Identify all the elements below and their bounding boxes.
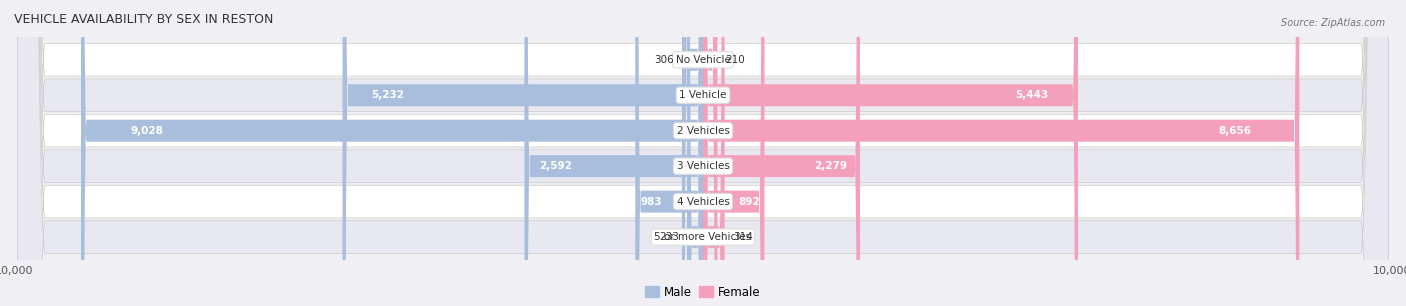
Text: 233: 233 (659, 232, 679, 242)
FancyBboxPatch shape (688, 0, 703, 306)
Text: 314: 314 (733, 232, 752, 242)
Text: 5,232: 5,232 (371, 90, 405, 100)
FancyBboxPatch shape (17, 0, 1389, 306)
FancyBboxPatch shape (17, 0, 1389, 306)
Legend: Male, Female: Male, Female (641, 281, 765, 303)
Text: 2 Vehicles: 2 Vehicles (676, 126, 730, 136)
FancyBboxPatch shape (17, 0, 1389, 306)
Text: 210: 210 (725, 55, 745, 65)
Text: 1 Vehicle: 1 Vehicle (679, 90, 727, 100)
Text: 2,279: 2,279 (814, 161, 848, 171)
FancyBboxPatch shape (703, 0, 717, 306)
FancyBboxPatch shape (17, 0, 1389, 306)
FancyBboxPatch shape (703, 0, 1299, 306)
Text: 4 Vehicles: 4 Vehicles (676, 196, 730, 207)
Text: Source: ZipAtlas.com: Source: ZipAtlas.com (1281, 18, 1385, 28)
FancyBboxPatch shape (524, 0, 703, 306)
FancyBboxPatch shape (703, 0, 860, 306)
FancyBboxPatch shape (703, 0, 1078, 306)
Text: 9,028: 9,028 (131, 126, 163, 136)
FancyBboxPatch shape (703, 0, 765, 306)
FancyBboxPatch shape (682, 0, 703, 306)
Text: 2,592: 2,592 (538, 161, 572, 171)
FancyBboxPatch shape (343, 0, 703, 306)
Text: 5 or more Vehicles: 5 or more Vehicles (654, 232, 752, 242)
Text: 892: 892 (738, 196, 759, 207)
Text: 5,443: 5,443 (1015, 90, 1047, 100)
FancyBboxPatch shape (17, 0, 1389, 306)
FancyBboxPatch shape (17, 0, 1389, 306)
FancyBboxPatch shape (636, 0, 703, 306)
Text: 3 Vehicles: 3 Vehicles (676, 161, 730, 171)
FancyBboxPatch shape (703, 0, 724, 306)
Text: No Vehicle: No Vehicle (675, 55, 731, 65)
Text: 8,656: 8,656 (1219, 126, 1251, 136)
Text: 306: 306 (654, 55, 673, 65)
Text: VEHICLE AVAILABILITY BY SEX IN RESTON: VEHICLE AVAILABILITY BY SEX IN RESTON (14, 13, 273, 26)
FancyBboxPatch shape (82, 0, 703, 306)
Text: 983: 983 (641, 196, 662, 207)
